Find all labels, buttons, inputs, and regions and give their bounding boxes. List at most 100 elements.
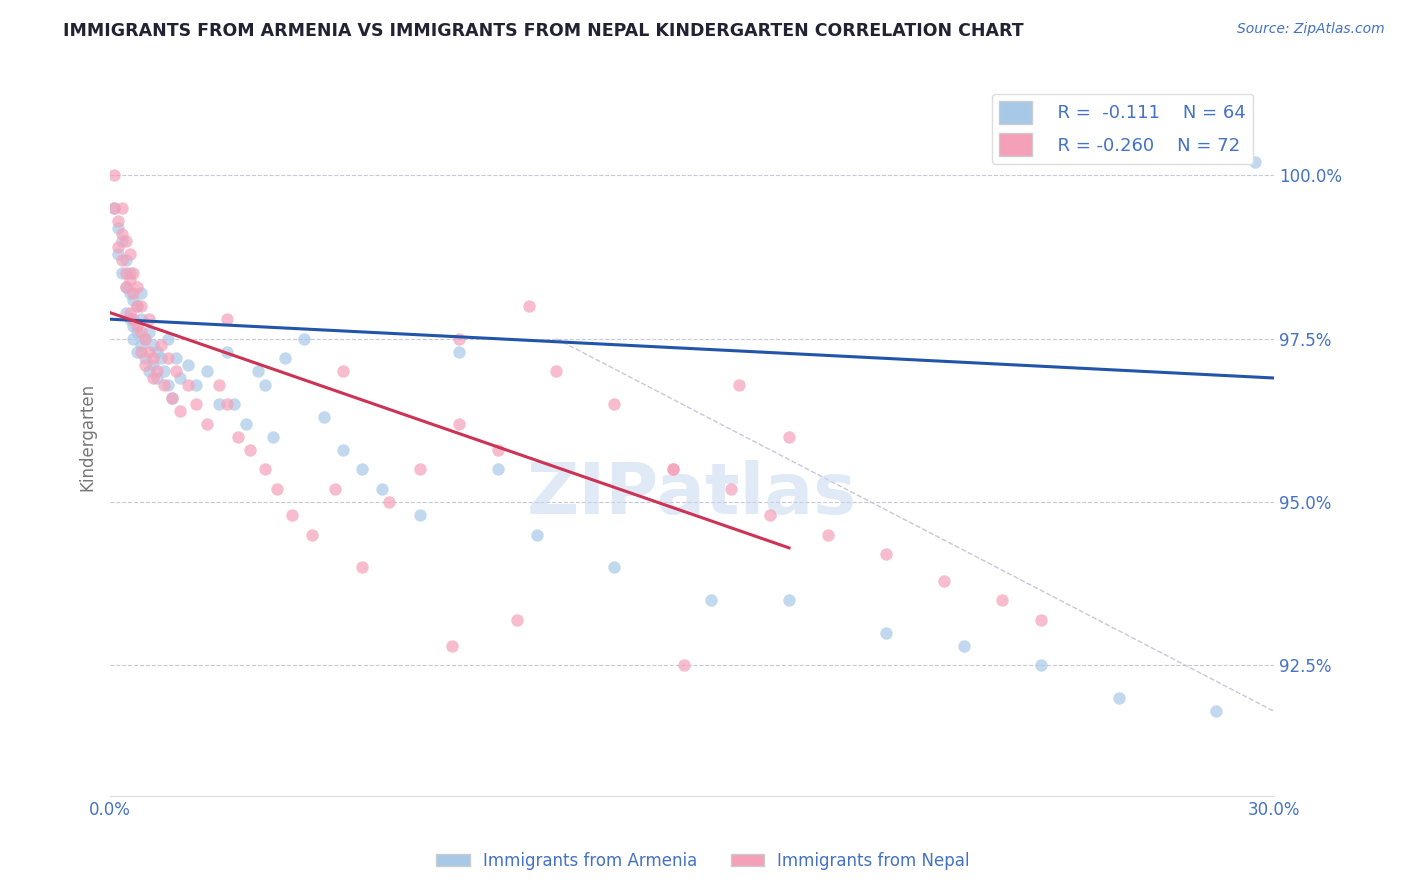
Point — [122, 293, 145, 307]
Point — [118, 312, 141, 326]
Point — [215, 344, 238, 359]
Point — [720, 482, 742, 496]
Legend:   R =  -0.111    N = 64,   R = -0.260    N = 72: R = -0.111 N = 64, R = -0.260 N = 72 — [993, 94, 1253, 163]
Point — [122, 318, 145, 333]
Point — [157, 332, 180, 346]
Point — [215, 397, 238, 411]
Point — [107, 220, 129, 235]
Point — [153, 364, 176, 378]
Legend: Immigrants from Armenia, Immigrants from Nepal: Immigrants from Armenia, Immigrants from… — [430, 846, 976, 877]
Point — [817, 528, 839, 542]
Point — [778, 430, 800, 444]
Point — [153, 377, 176, 392]
Point — [118, 273, 141, 287]
Point — [352, 462, 374, 476]
Point — [114, 279, 136, 293]
Point — [138, 325, 160, 339]
Point — [114, 267, 136, 281]
Point — [332, 442, 354, 457]
Point — [673, 658, 696, 673]
Point — [134, 332, 156, 346]
Point — [138, 312, 160, 326]
Point — [991, 593, 1014, 607]
Point — [208, 377, 231, 392]
Point — [440, 639, 463, 653]
Point — [134, 358, 156, 372]
Point — [111, 253, 134, 268]
Point — [301, 528, 323, 542]
Point — [875, 625, 897, 640]
Point — [486, 442, 509, 457]
Point — [661, 462, 683, 476]
Point — [169, 403, 191, 417]
Point — [142, 338, 165, 352]
Point — [506, 613, 529, 627]
Point — [1031, 613, 1053, 627]
Point — [142, 358, 165, 372]
Point — [449, 332, 471, 346]
Point — [332, 364, 354, 378]
Point — [195, 417, 218, 431]
Point — [281, 508, 304, 523]
Point — [114, 306, 136, 320]
Text: ZIPatlas: ZIPatlas — [527, 459, 858, 529]
Point — [727, 377, 749, 392]
Point — [1205, 704, 1227, 718]
Point — [129, 299, 152, 313]
Point — [134, 351, 156, 366]
Point — [111, 234, 134, 248]
Point — [127, 299, 149, 313]
Point — [254, 462, 277, 476]
Point — [449, 417, 471, 431]
Point — [526, 528, 548, 542]
Y-axis label: Kindergarten: Kindergarten — [79, 383, 96, 491]
Text: Source: ZipAtlas.com: Source: ZipAtlas.com — [1237, 22, 1385, 37]
Point — [134, 332, 156, 346]
Point — [952, 639, 974, 653]
Point — [111, 201, 134, 215]
Point — [103, 169, 125, 183]
Point — [129, 286, 152, 301]
Point — [122, 286, 145, 301]
Point — [1108, 691, 1130, 706]
Point — [127, 279, 149, 293]
Point — [127, 318, 149, 333]
Point — [323, 482, 346, 496]
Point — [114, 253, 136, 268]
Point — [118, 247, 141, 261]
Point — [111, 227, 134, 242]
Point — [129, 325, 152, 339]
Point — [1031, 658, 1053, 673]
Point — [449, 344, 471, 359]
Point — [169, 371, 191, 385]
Point — [145, 364, 167, 378]
Point — [235, 417, 257, 431]
Point — [145, 344, 167, 359]
Point — [165, 364, 187, 378]
Point — [138, 364, 160, 378]
Point — [409, 508, 432, 523]
Point — [661, 462, 683, 476]
Point — [292, 332, 315, 346]
Point — [184, 377, 207, 392]
Point — [370, 482, 392, 496]
Point — [129, 312, 152, 326]
Point — [486, 462, 509, 476]
Point — [107, 247, 129, 261]
Point — [114, 279, 136, 293]
Point — [111, 267, 134, 281]
Point — [165, 351, 187, 366]
Point — [142, 371, 165, 385]
Point — [254, 377, 277, 392]
Point — [127, 325, 149, 339]
Point — [118, 286, 141, 301]
Point — [177, 377, 200, 392]
Point — [700, 593, 723, 607]
Point — [875, 548, 897, 562]
Point — [122, 312, 145, 326]
Point — [127, 344, 149, 359]
Point — [145, 371, 167, 385]
Point — [239, 442, 262, 457]
Point — [103, 201, 125, 215]
Point — [208, 397, 231, 411]
